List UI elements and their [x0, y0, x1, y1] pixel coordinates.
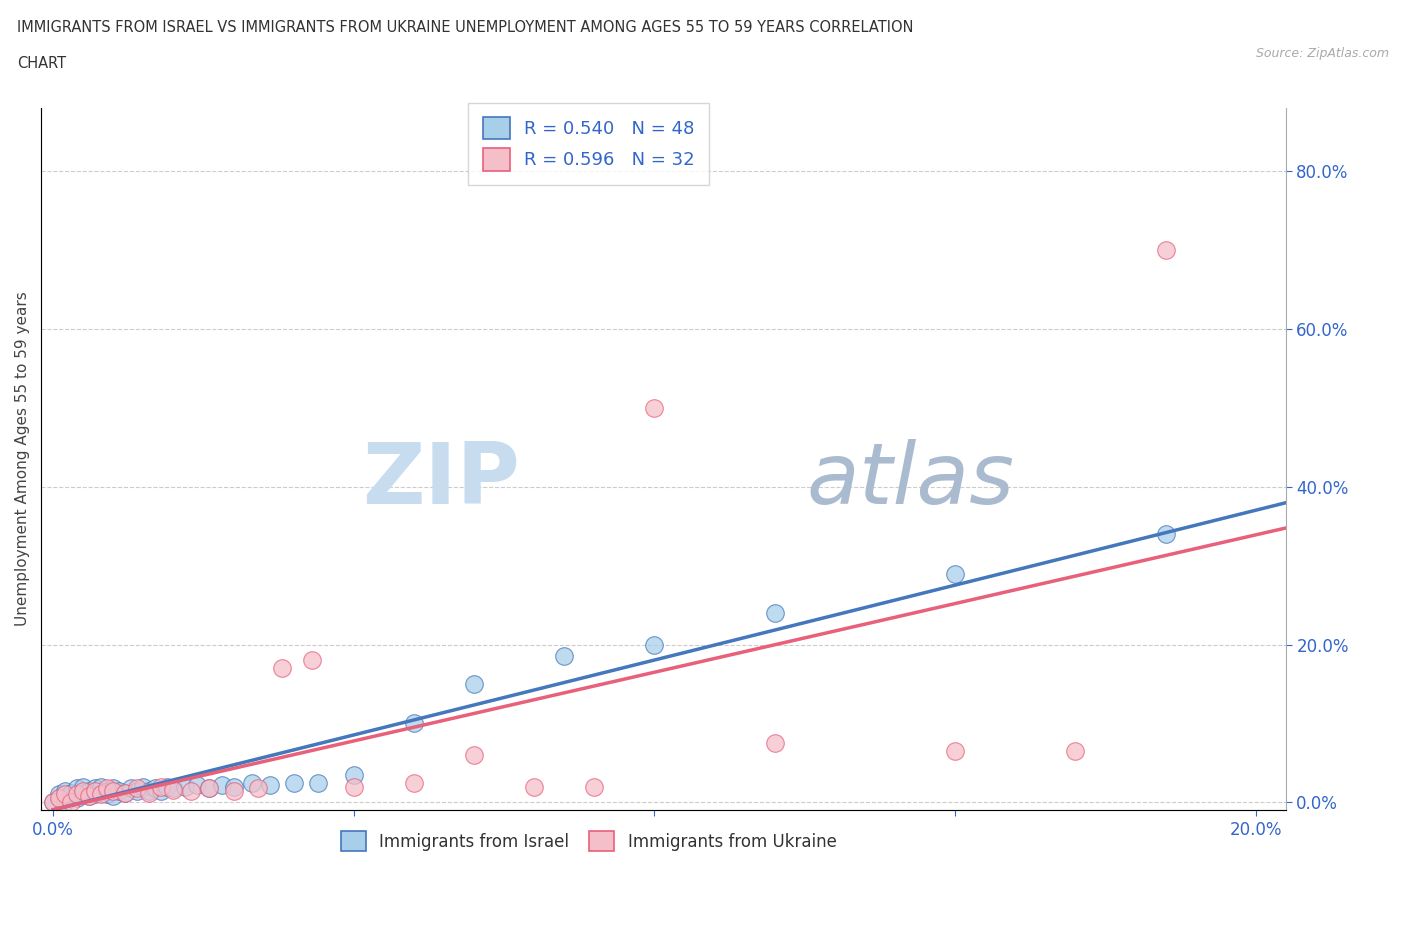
- Point: [103, 783, 125, 798]
- Point: [114, 786, 136, 801]
- Point: [186, 777, 208, 792]
- Point: [198, 780, 221, 795]
- Point: [77, 783, 100, 798]
- Point: [53, 787, 76, 802]
- Point: [120, 780, 142, 795]
- Y-axis label: Unemployment Among Ages 55 to 59 years: Unemployment Among Ages 55 to 59 years: [15, 292, 30, 627]
- Text: CHART: CHART: [17, 56, 66, 71]
- Point: [108, 783, 131, 798]
- Text: atlas: atlas: [807, 439, 1015, 522]
- Point: [643, 637, 665, 652]
- Point: [90, 779, 112, 794]
- Point: [66, 780, 89, 795]
- Point: [763, 605, 786, 620]
- Point: [343, 779, 366, 794]
- Text: ZIP: ZIP: [363, 439, 520, 522]
- Point: [150, 783, 173, 798]
- Point: [138, 786, 160, 801]
- Point: [66, 791, 89, 806]
- Point: [943, 566, 966, 581]
- Point: [60, 789, 83, 804]
- Point: [138, 783, 160, 798]
- Point: [307, 776, 329, 790]
- Point: [96, 787, 118, 802]
- Point: [463, 748, 485, 763]
- Point: [48, 787, 70, 802]
- Point: [103, 789, 125, 804]
- Point: [72, 783, 94, 798]
- Point: [77, 789, 100, 804]
- Point: [114, 786, 136, 801]
- Point: [211, 777, 233, 792]
- Point: [150, 779, 173, 794]
- Point: [145, 780, 167, 795]
- Point: [132, 779, 155, 794]
- Point: [523, 779, 546, 794]
- Point: [402, 716, 425, 731]
- Point: [84, 780, 107, 795]
- Point: [60, 795, 83, 810]
- Point: [48, 791, 70, 806]
- Text: IMMIGRANTS FROM ISRAEL VS IMMIGRANTS FROM UKRAINE UNEMPLOYMENT AMONG AGES 55 TO : IMMIGRANTS FROM ISRAEL VS IMMIGRANTS FRO…: [17, 20, 914, 35]
- Point: [301, 653, 323, 668]
- Point: [943, 744, 966, 759]
- Point: [96, 780, 118, 795]
- Point: [103, 780, 125, 795]
- Point: [84, 783, 107, 798]
- Point: [463, 676, 485, 691]
- Point: [90, 787, 112, 802]
- Point: [174, 779, 197, 794]
- Point: [240, 776, 263, 790]
- Point: [270, 661, 292, 676]
- Point: [553, 649, 575, 664]
- Point: [402, 776, 425, 790]
- Point: [77, 789, 100, 804]
- Point: [60, 786, 83, 801]
- Point: [180, 783, 202, 798]
- Text: Source: ZipAtlas.com: Source: ZipAtlas.com: [1256, 46, 1389, 60]
- Point: [162, 780, 184, 795]
- Point: [283, 776, 305, 790]
- Point: [246, 780, 269, 795]
- Point: [66, 787, 89, 802]
- Point: [343, 767, 366, 782]
- Point: [583, 779, 606, 794]
- Point: [90, 786, 112, 801]
- Point: [222, 779, 245, 794]
- Point: [127, 783, 149, 798]
- Point: [162, 782, 184, 797]
- Point: [127, 780, 149, 795]
- Point: [42, 795, 65, 810]
- Point: [198, 780, 221, 795]
- Point: [96, 783, 118, 798]
- Point: [72, 779, 94, 794]
- Point: [53, 795, 76, 810]
- Point: [72, 787, 94, 802]
- Point: [156, 779, 179, 794]
- Point: [763, 736, 786, 751]
- Point: [84, 787, 107, 802]
- Point: [222, 783, 245, 798]
- Point: [643, 401, 665, 416]
- Point: [1154, 243, 1177, 258]
- Point: [1064, 744, 1087, 759]
- Point: [53, 783, 76, 798]
- Point: [1154, 526, 1177, 541]
- Legend: Immigrants from Israel, Immigrants from Ukraine: Immigrants from Israel, Immigrants from …: [335, 824, 844, 858]
- Point: [48, 791, 70, 806]
- Point: [259, 777, 281, 792]
- Point: [42, 795, 65, 810]
